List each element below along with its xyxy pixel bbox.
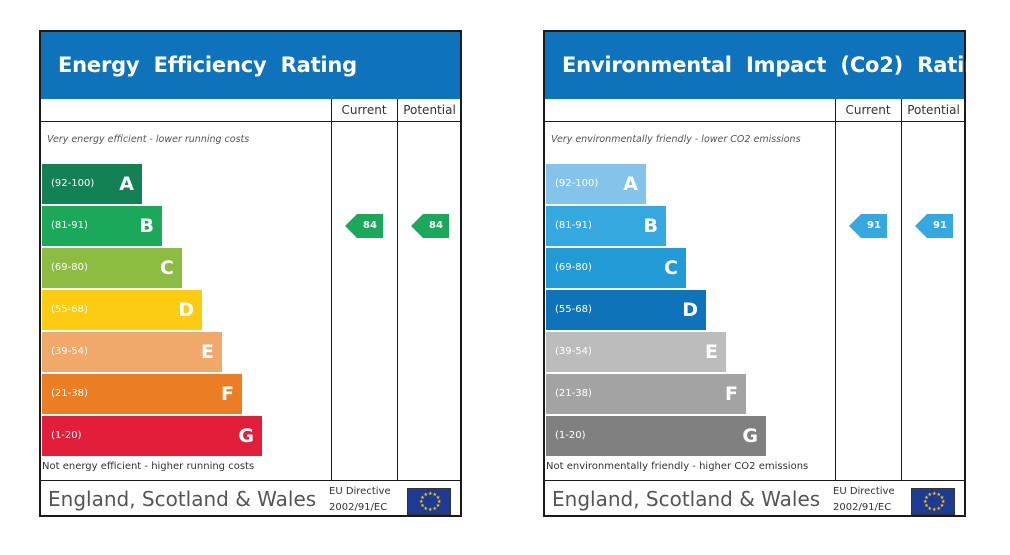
band-range-label: (39-54) (51, 346, 88, 357)
eu-directive-line1: EU Directive (329, 486, 391, 497)
top-note: Very energy efficient - lower running co… (47, 134, 250, 145)
rating-band-a: (92-100) A (42, 164, 142, 204)
band-range-label: (21-38) (51, 388, 88, 399)
eu-flag-icon: ★ ★ ★ ★ ★ ★ ★ ★ ★ ★ ★ ★ (911, 488, 955, 515)
band-letter: C (664, 257, 678, 279)
bottom-note: Not energy efficient - higher running co… (42, 461, 255, 472)
band-letter: C (160, 257, 174, 279)
rating-band-c: (69-80) C (546, 248, 686, 288)
column-divider (835, 99, 836, 480)
potential-rating-arrow: 91 (915, 214, 953, 238)
footer-divider (41, 480, 460, 481)
column-divider (331, 99, 332, 480)
eu-directive-line1: EU Directive (833, 486, 895, 497)
band-letter: E (705, 341, 718, 363)
current-column-header: Current (341, 103, 387, 117)
band-range-label: (55-68) (555, 304, 592, 315)
column-divider (397, 99, 398, 480)
rating-band-g: (1-20) G (42, 416, 262, 456)
band-letter: F (221, 383, 234, 405)
rating-band-e: (39-54) E (546, 332, 726, 372)
potential-rating-value: 91 (927, 214, 953, 238)
band-range-label: (92-100) (51, 178, 95, 189)
rating-band-f: (21-38) F (546, 374, 746, 414)
rating-band-e: (39-54) E (42, 332, 222, 372)
band-range-label: (81-91) (555, 220, 592, 231)
band-letter: B (139, 215, 154, 237)
eu-directive-line2: 2002/91/EC (833, 502, 892, 513)
rating-band-d: (55-68) D (546, 290, 706, 330)
rating-band-b: (81-91) B (546, 206, 666, 246)
rating-band-c: (69-80) C (42, 248, 182, 288)
energy-efficiency-chart: Energy Efficiency Rating Current Potenti… (39, 30, 462, 517)
footer-divider (545, 480, 964, 481)
band-range-label: (69-80) (51, 262, 88, 273)
current-rating-value: 84 (357, 214, 383, 238)
footer-region: England, Scotland & Wales (48, 487, 317, 511)
eu-directive-line2: 2002/91/EC (329, 502, 388, 513)
band-letter: A (623, 173, 638, 195)
band-range-label: (21-38) (555, 388, 592, 399)
eu-directive: EU Directive 2002/91/EC (833, 484, 895, 516)
rating-band-g: (1-20) G (546, 416, 766, 456)
band-range-label: (69-80) (555, 262, 592, 273)
chart-title: Environmental Impact (Co2) Rating (545, 32, 994, 99)
potential-column-header: Potential (403, 103, 456, 117)
band-range-label: (55-68) (51, 304, 88, 315)
band-letter: G (238, 425, 254, 447)
footer-region: England, Scotland & Wales (552, 487, 821, 511)
potential-column-header: Potential (907, 103, 960, 117)
environmental-impact-chart: Environmental Impact (Co2) Rating Curren… (543, 30, 994, 517)
top-note: Very environmentally friendly - lower CO… (551, 134, 801, 145)
rating-band-d: (55-68) D (42, 290, 202, 330)
header-divider (41, 99, 460, 122)
column-divider (901, 99, 902, 480)
potential-rating-value: 84 (423, 214, 449, 238)
rating-band-f: (21-38) F (42, 374, 242, 414)
band-range-label: (1-20) (555, 430, 586, 441)
band-range-label: (1-20) (51, 430, 82, 441)
band-range-label: (81-91) (51, 220, 88, 231)
band-letter: D (682, 299, 698, 321)
band-letter: G (742, 425, 758, 447)
band-letter: A (119, 173, 134, 195)
bottom-note: Not environmentally friendly - higher CO… (546, 461, 809, 472)
band-letter: D (178, 299, 194, 321)
band-letter: B (643, 215, 658, 237)
eu-flag-icon: ★ ★ ★ ★ ★ ★ ★ ★ ★ ★ ★ ★ (407, 488, 451, 515)
header-divider (545, 99, 964, 122)
band-letter: E (201, 341, 214, 363)
band-range-label: (92-100) (555, 178, 599, 189)
rating-band-a: (92-100) A (546, 164, 646, 204)
current-column-header: Current (845, 103, 891, 117)
band-range-label: (39-54) (555, 346, 592, 357)
eu-directive: EU Directive 2002/91/EC (329, 484, 391, 516)
current-rating-arrow: 91 (849, 214, 887, 238)
chart-title: Energy Efficiency Rating (41, 32, 460, 99)
current-rating-arrow: 84 (345, 214, 383, 238)
current-rating-value: 91 (861, 214, 887, 238)
band-letter: F (725, 383, 738, 405)
rating-band-b: (81-91) B (42, 206, 162, 246)
potential-rating-arrow: 84 (411, 214, 449, 238)
